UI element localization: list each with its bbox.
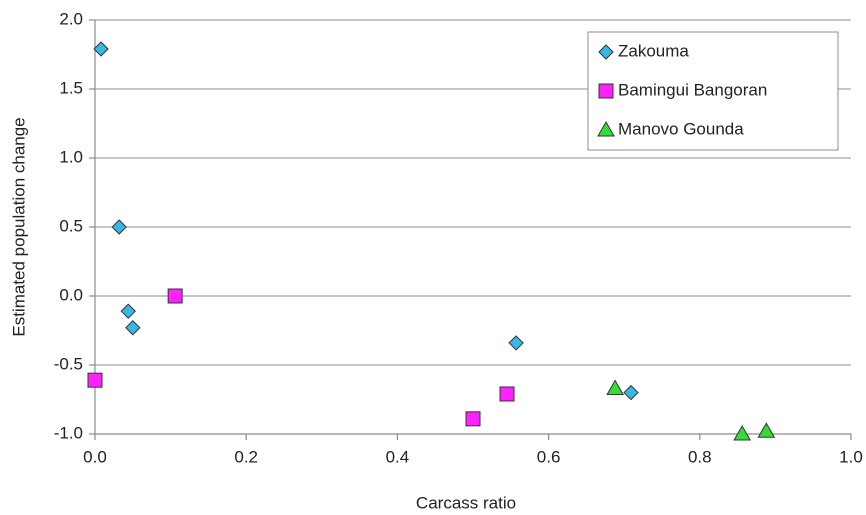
diamond-marker: [111, 219, 127, 235]
x-tick-label: 0.0: [83, 447, 107, 466]
diamond-marker: [93, 41, 109, 57]
square-marker: [87, 372, 103, 388]
x-tick-label: 0.8: [688, 447, 712, 466]
legend-marker: [598, 83, 614, 99]
diamond-marker: [125, 320, 141, 336]
legend-label: Manovo Gounda: [618, 119, 744, 138]
legend-marker: [598, 44, 614, 60]
y-tick-label: 1.5: [59, 78, 83, 97]
diamond-marker: [120, 303, 136, 319]
triangle-marker: [733, 424, 751, 441]
legend-label: Zakouma: [618, 41, 689, 60]
x-tick-label: 0.6: [537, 447, 561, 466]
y-tick-label: 0.5: [59, 216, 83, 235]
y-tick-label: 1.0: [59, 147, 83, 166]
diamond-marker: [508, 335, 524, 351]
x-tick-label: 0.2: [234, 447, 258, 466]
x-tick-label: 0.4: [386, 447, 410, 466]
diamond-marker: [623, 384, 639, 401]
square-marker: [465, 411, 481, 427]
legend-marker: [597, 120, 615, 137]
square-marker: [167, 288, 183, 304]
y-axis-title: Estimated population change: [9, 117, 28, 336]
triangle-marker: [606, 379, 624, 395]
square-marker: [499, 386, 515, 402]
y-tick-label: 2.0: [59, 9, 83, 28]
y-tick-label: 0.0: [59, 285, 83, 304]
x-tick-label: 1.0: [839, 447, 863, 466]
triangle-marker: [757, 422, 776, 438]
x-axis-title: Carcass ratio: [416, 493, 516, 512]
legend-label: Bamingui Bangoran: [618, 80, 767, 99]
y-tick-label: -0.5: [54, 354, 83, 373]
y-tick-label: -1.0: [54, 423, 83, 442]
legend-box: [587, 31, 839, 151]
